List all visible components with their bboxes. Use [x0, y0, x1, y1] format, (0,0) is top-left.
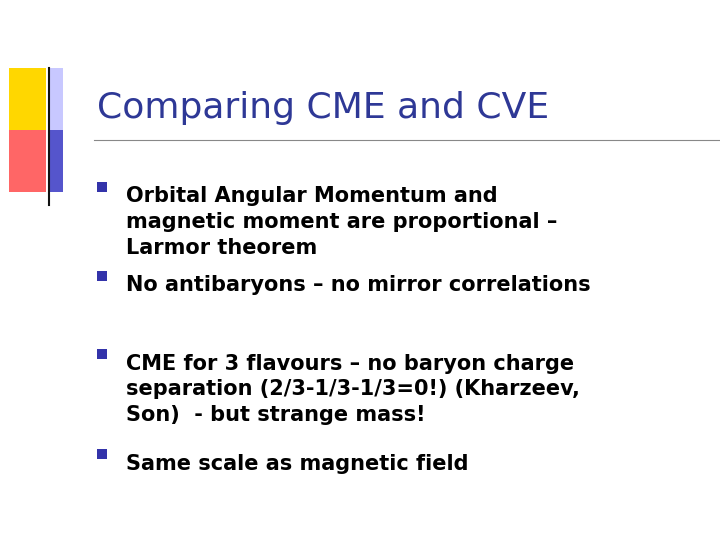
- Bar: [9, 68, 46, 130]
- Bar: [97, 349, 107, 359]
- Text: Same scale as magnetic field: Same scale as magnetic field: [126, 454, 469, 474]
- Text: No antibaryons – no mirror correlations: No antibaryons – no mirror correlations: [126, 275, 590, 295]
- Bar: [9, 130, 46, 192]
- Text: Orbital Angular Momentum and
magnetic moment are proportional –
Larmor theorem: Orbital Angular Momentum and magnetic mo…: [126, 186, 557, 258]
- Text: Comparing CME and CVE: Comparing CME and CVE: [97, 91, 549, 125]
- Bar: [49, 68, 63, 130]
- Bar: [97, 449, 107, 459]
- Bar: [97, 271, 107, 281]
- Text: CME for 3 flavours – no baryon charge
separation (2/3-1/3-1/3=0!) (Kharzeev,
Son: CME for 3 flavours – no baryon charge se…: [126, 354, 580, 425]
- Bar: [49, 130, 63, 192]
- Bar: [97, 181, 107, 192]
